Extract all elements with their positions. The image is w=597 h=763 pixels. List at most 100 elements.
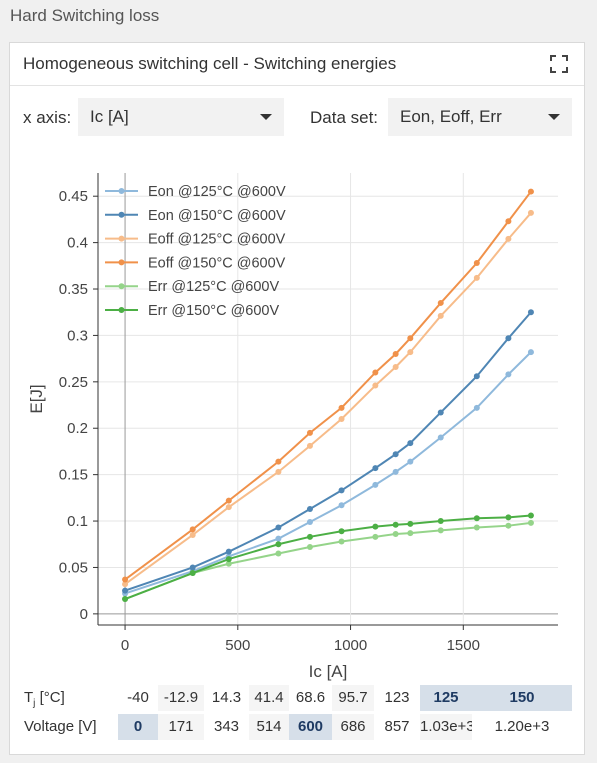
tj-row: Tj [°C] -40 -12.9 14.3 41.4 68.6 95.7 123 125 15… (10, 685, 584, 711)
legend-marker (118, 307, 125, 313)
legend-entry: Eoff @125°C @600V (148, 232, 286, 248)
y-tick-label: 0 (80, 606, 88, 623)
voltage-cell[interactable]: 514 (249, 714, 289, 740)
data-point (372, 481, 379, 488)
voltage-cell[interactable]: 343 (204, 714, 249, 740)
data-point (338, 404, 345, 411)
data-point (275, 468, 282, 475)
tj-cell[interactable]: -40 (118, 685, 158, 711)
y-tick-label: 0.3 (67, 327, 88, 344)
data-point (505, 522, 512, 529)
y-tick-label: 0.45 (59, 188, 88, 205)
data-point (372, 533, 379, 540)
data-point (392, 350, 399, 357)
x-tick-label: 500 (225, 637, 250, 654)
data-point (527, 349, 534, 356)
tj-cell[interactable]: 150 (472, 685, 572, 711)
x-tick-label: 1500 (447, 637, 480, 654)
data-point (527, 519, 534, 526)
data-point (122, 581, 129, 588)
data-point (306, 442, 313, 449)
y-tick-label: 0.4 (67, 235, 88, 252)
legend-entry: Err @150°C @600V (148, 303, 279, 319)
data-point (437, 312, 444, 319)
tj-cell[interactable]: 125 (420, 685, 472, 711)
x-axis-title: Ic [A] (309, 662, 348, 681)
voltage-cell[interactable]: 171 (158, 714, 204, 740)
data-point (189, 570, 196, 577)
voltage-cell[interactable]: 600 (289, 714, 332, 740)
data-point (407, 349, 414, 356)
data-point (306, 518, 313, 525)
y-axis-title: E[J] (27, 384, 46, 413)
data-point (437, 518, 444, 525)
chevron-down-icon (260, 114, 272, 120)
data-point (372, 369, 379, 376)
voltage-cell[interactable]: 1.03e+3 (420, 714, 475, 740)
legend-entry: Eon @125°C @600V (148, 184, 286, 200)
legend-marker (118, 259, 125, 266)
legend-entry: Eoff @150°C @600V (148, 255, 286, 271)
data-point (505, 514, 512, 521)
voltage-cell[interactable]: 857 (374, 714, 420, 740)
voltage-cell[interactable]: 686 (332, 714, 374, 740)
data-point (189, 564, 196, 571)
y-tick-label: 0.25 (59, 374, 88, 391)
data-point (275, 524, 282, 531)
legend-marker (118, 235, 125, 242)
data-point (338, 487, 345, 494)
data-point (275, 541, 282, 548)
data-point (338, 502, 345, 509)
data-point (473, 404, 480, 411)
voltage-cell[interactable]: 1.20e+3 (472, 714, 572, 740)
data-point (306, 505, 313, 512)
tj-cell[interactable]: 123 (374, 685, 420, 711)
tj-cell[interactable]: 95.7 (332, 685, 374, 711)
voltage-cell[interactable]: 0 (118, 714, 158, 740)
data-point (122, 596, 129, 603)
tj-cell[interactable]: 68.6 (289, 685, 332, 711)
data-point (473, 260, 480, 267)
tj-cell[interactable]: 41.4 (249, 685, 289, 711)
y-tick-label: 0.15 (59, 467, 88, 484)
data-point (225, 504, 232, 511)
x-axis-select[interactable]: Ic [A] (78, 98, 284, 136)
voltage-label: Voltage [V] (24, 718, 97, 735)
data-point (275, 458, 282, 465)
x-tick-label: 1000 (334, 637, 367, 654)
x-axis-select-value: Ic [A] (90, 107, 129, 126)
data-point (473, 274, 480, 281)
data-point (407, 530, 414, 537)
data-point (392, 363, 399, 370)
dataset-select-value: Eon, Eoff, Err (400, 107, 502, 126)
data-point (338, 415, 345, 422)
data-point (527, 188, 534, 195)
x-tick-label: 0 (121, 637, 129, 654)
y-tick-label: 0.05 (59, 559, 88, 576)
legend-marker (118, 188, 125, 194)
data-point (225, 548, 232, 555)
panel-title: Homogeneous switching cell - Switching e… (23, 54, 397, 73)
data-point (437, 299, 444, 306)
tj-label: Tj [°C] (24, 689, 65, 709)
fullscreen-icon[interactable] (550, 55, 568, 73)
tj-cell[interactable]: -12.9 (158, 685, 204, 711)
tj-cell[interactable]: 14.3 (204, 685, 249, 711)
data-point (338, 538, 345, 545)
data-point (306, 533, 313, 540)
data-point (407, 520, 414, 527)
data-point (407, 458, 414, 465)
data-point (505, 218, 512, 225)
dataset-select[interactable]: Eon, Eoff, Err (388, 98, 572, 136)
data-point (392, 468, 399, 475)
data-point (407, 335, 414, 342)
panel-header: Homogeneous switching cell - Switching e… (10, 43, 584, 86)
data-point (527, 209, 534, 216)
data-point (505, 371, 512, 378)
x-axis-label: x axis: (23, 108, 72, 127)
data-point (225, 497, 232, 504)
switching-energy-chart: 0 0.05 0.1 0.15 0.2 0.25 0.3 0.35 0.4 0.45 0 500 100… (27, 173, 558, 681)
data-point (225, 560, 232, 567)
series-line (124, 351, 532, 595)
data-point (275, 550, 282, 557)
